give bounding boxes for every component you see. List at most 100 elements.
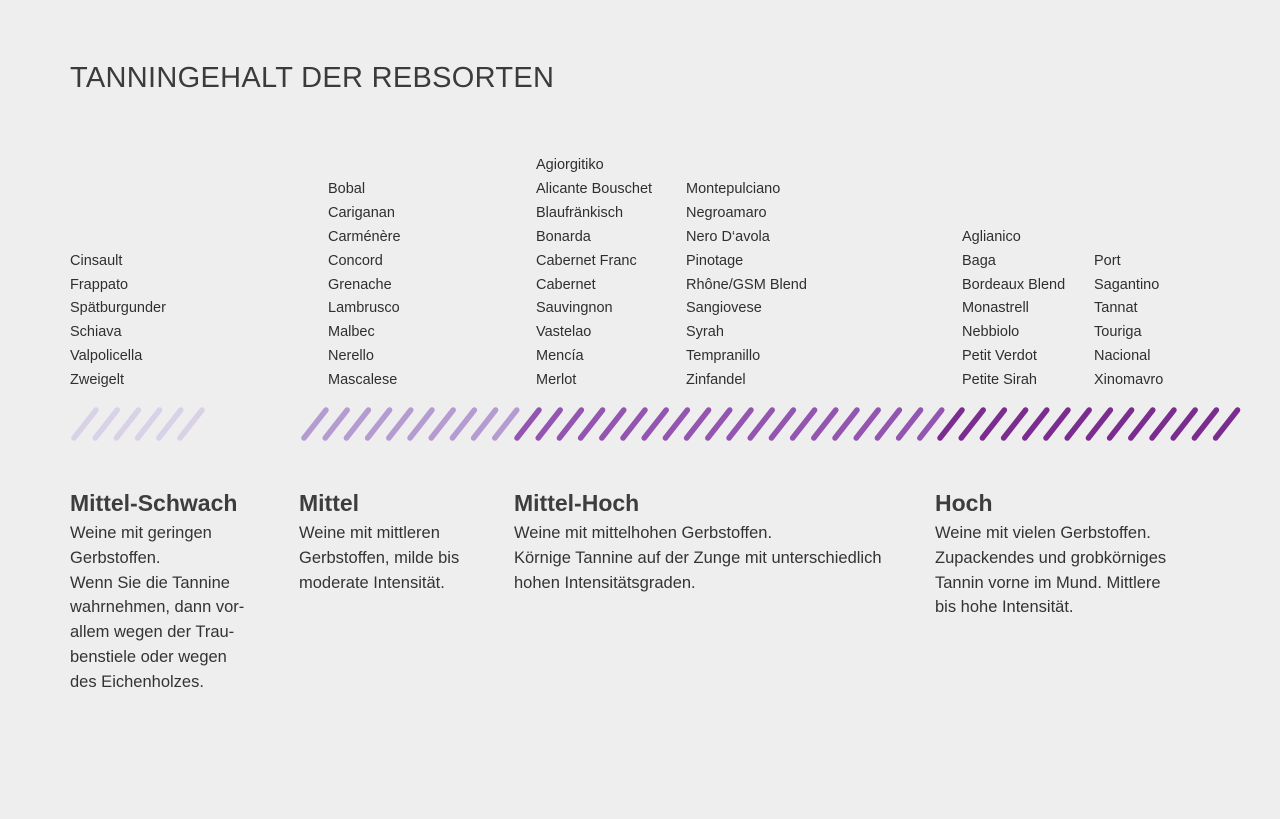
grape-item: Spätburgunder	[70, 300, 166, 317]
category-title: Mittel-Hoch	[514, 490, 640, 516]
page-title: TANNINGEHALT DER REBSORTEN	[70, 62, 555, 94]
grape-item: Petite Sirah	[962, 372, 1037, 389]
grape-item: Tempranillo	[686, 348, 761, 365]
description-line: Tannin vorne im Mund. Mittlere	[935, 573, 1161, 592]
hatch-stripe	[1022, 407, 1050, 441]
description-line: Weine mit mittelhohen Gerbstoffen.	[514, 524, 773, 542]
grape-item: Tannat	[1094, 300, 1138, 317]
grape-list: Port Sagantino Tannat Touriga Nacional Xinoma…	[1094, 250, 1163, 393]
grape-item: Bobal	[328, 180, 366, 197]
grape-item: Cabernet Franc	[536, 252, 637, 269]
hatch-stripe	[958, 407, 986, 441]
hatch-stripe	[979, 407, 1008, 441]
grape-item: Pinotage	[686, 252, 744, 269]
grape-item: Port	[1094, 252, 1121, 269]
grape-item: Malbec	[328, 324, 375, 341]
hatch-stripe	[1000, 407, 1029, 441]
description-line: Gerbstoffen, milde bis	[299, 548, 460, 567]
grape-item: Bordeaux Blend	[962, 276, 1066, 293]
hatch-stripe	[1170, 407, 1198, 441]
grape-item: Syrah	[686, 324, 724, 341]
hatch-stripe	[364, 407, 393, 441]
hatch-stripe	[407, 407, 435, 441]
description-line: Weine mit geringen	[70, 524, 212, 542]
grape-item: Xinomavro	[1094, 372, 1164, 389]
hatch-stripe	[1191, 407, 1220, 441]
grape-item: Cinsault	[70, 252, 123, 269]
description-line: bis hohe Intensität.	[935, 598, 1074, 617]
hatch-stripe	[1128, 407, 1156, 441]
hatch-stripe	[113, 407, 142, 441]
grape-item: Sauvingnon	[536, 300, 613, 317]
grape-item: Nebbiolo	[962, 324, 1020, 341]
grape-item: Negroamaro	[686, 204, 767, 221]
hatch-stripe	[1085, 407, 1114, 441]
hatch-stripe	[92, 407, 120, 441]
hatch-stripe	[71, 407, 99, 441]
grape-item: Cariganan	[328, 204, 395, 221]
category-title: Mittel-Schwach	[70, 490, 238, 516]
hatch-stripe	[156, 407, 184, 441]
hatch-stripe	[301, 407, 329, 441]
grape-item: Zinfandel	[686, 372, 746, 389]
description-line: benstiele oder wegen	[70, 647, 227, 666]
hatch-stripe	[641, 407, 669, 441]
grape-item: Valpolicella	[70, 348, 143, 365]
hatch-stripe	[811, 407, 839, 441]
description-line: Körnige Tannine auf der Zunge mit unters…	[514, 548, 882, 567]
grape-item: Concord	[328, 252, 383, 269]
grape-item: Nero D‘avola	[686, 228, 770, 245]
category-description: Weine mit mittleren Gerbstoffen, milde bi…	[299, 521, 499, 595]
hatch-bar	[301, 407, 520, 441]
hatch-stripe	[322, 407, 350, 441]
hatch-stripe	[343, 407, 372, 441]
hatch-stripe	[917, 407, 945, 441]
hatch-bar	[71, 407, 205, 441]
hatch-stripe	[789, 407, 818, 441]
grape-item: Aglianico	[962, 228, 1021, 245]
grape-item: Baga	[962, 252, 996, 269]
hatch-stripe	[428, 407, 456, 441]
hatch-stripe	[895, 407, 924, 441]
grape-item: Cabernet	[536, 276, 596, 293]
description-line: moderate Intensität.	[299, 573, 445, 592]
hatch-stripe	[1212, 407, 1241, 441]
grape-item: Zweigelt	[70, 372, 124, 389]
hatch-stripe	[768, 407, 797, 441]
hatch-stripe	[1106, 407, 1135, 441]
hatch-stripe	[556, 407, 585, 441]
hatch-stripe	[705, 407, 733, 441]
grape-list: Bobal Cariganan Carménère Concord Grenache La…	[328, 178, 401, 393]
grape-item: Bonarda	[536, 228, 591, 245]
description-line: hohen Intensitätsgraden.	[514, 573, 696, 592]
description-line: Weine mit mittleren	[299, 524, 440, 542]
hatch-stripe	[134, 407, 163, 441]
hatch-stripe	[662, 407, 691, 441]
hatch-stripe	[832, 407, 860, 441]
grape-list: Aglianico Baga Bordeaux Blend Monastrell Neb…	[962, 226, 1065, 393]
hatch-stripe	[937, 407, 965, 441]
hatch-stripe	[726, 407, 754, 441]
hatch-stripe	[599, 407, 627, 441]
hatch-stripe	[853, 407, 881, 441]
grape-item: Touriga	[1094, 324, 1142, 341]
hatch-stripe	[449, 407, 478, 441]
hatch-stripe	[683, 407, 712, 441]
grape-item: Vastelao	[536, 324, 592, 341]
category-description: Weine mit geringen Gerbstoffen. Wenn Sie d…	[70, 521, 290, 695]
grape-item: Lambrusco	[328, 300, 400, 317]
hatch-stripe	[470, 407, 499, 441]
grape-item: Carménère	[328, 228, 401, 245]
hatch-stripe	[874, 407, 903, 441]
hatch-stripe	[620, 407, 648, 441]
hatch-stripe	[177, 407, 205, 441]
hatch-stripe	[535, 407, 563, 441]
hatch-bar	[937, 407, 1241, 441]
grape-list: Montepulciano Negroamaro Nero D‘avola Pinot…	[686, 178, 807, 393]
grape-item: Grenache	[328, 276, 392, 293]
hatch-stripe	[1149, 407, 1177, 441]
hatch-stripe	[386, 407, 414, 441]
description-line: Zupackendes und grobkörniges	[935, 548, 1167, 567]
grape-item: Montepulciano	[686, 180, 781, 197]
category-title: Hoch	[935, 490, 993, 516]
